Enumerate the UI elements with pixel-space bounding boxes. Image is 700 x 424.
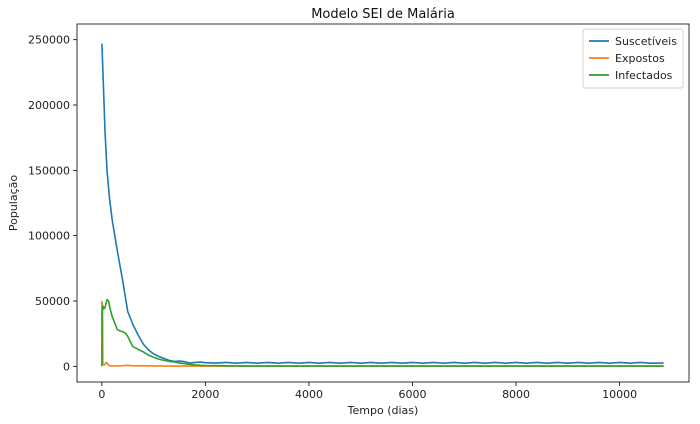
x-tick-label: 2000 <box>191 388 219 401</box>
x-tick-label: 6000 <box>399 388 427 401</box>
legend-label-expostos: Expostos <box>615 52 665 65</box>
x-axis: 0 2000 4000 6000 8000 10000 <box>98 382 637 401</box>
chart-title: Modelo SEI de Malária <box>311 7 455 22</box>
y-tick-label: 250000 <box>28 34 70 47</box>
y-tick-label: 0 <box>63 360 70 373</box>
y-tick-label: 100000 <box>28 230 70 243</box>
x-tick-label: 10000 <box>602 388 637 401</box>
y-axis-title: População <box>7 175 20 232</box>
legend-box <box>582 28 684 89</box>
x-tick-label: 0 <box>98 388 105 401</box>
y-tick-label: 150000 <box>28 164 70 177</box>
series-layer <box>101 43 664 367</box>
legend: Suscetíveis Expostos Infectados <box>582 28 684 89</box>
x-tick-label: 8000 <box>502 388 530 401</box>
series-line-suscetiveis <box>101 43 664 365</box>
x-axis-title: Tempo (dias) <box>347 404 419 417</box>
y-axis: 0 50000 100000 150000 200000 250000 <box>28 34 77 373</box>
x-tick-label: 4000 <box>295 388 323 401</box>
y-tick-label: 200000 <box>28 99 70 112</box>
series-line-infectados <box>101 298 664 367</box>
legend-label-infectados: Infectados <box>615 69 673 82</box>
legend-label-suscetiveis: Suscetíveis <box>615 35 677 48</box>
y-tick-label: 50000 <box>35 295 70 308</box>
